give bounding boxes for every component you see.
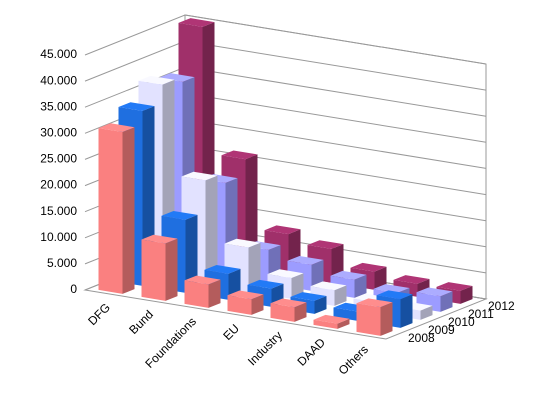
- bar-front: [270, 303, 295, 322]
- bar-side: [374, 266, 387, 290]
- y-tick-label: 35.000: [40, 99, 77, 113]
- y-tick-label: 40.000: [40, 73, 77, 87]
- legend-label: 2010: [448, 315, 475, 329]
- bar-top: [247, 279, 284, 289]
- bar-top: [267, 269, 304, 278]
- x-tick-label: DAAD: [295, 335, 329, 369]
- y-tick-label: 10.000: [40, 230, 77, 244]
- bar-side: [185, 214, 198, 293]
- bar-side: [420, 305, 433, 320]
- legend-label: 2012: [488, 299, 515, 313]
- bar-side: [460, 286, 473, 304]
- legend-label: 2008: [408, 331, 435, 345]
- bar-front: [184, 280, 209, 308]
- bar-side: [314, 296, 327, 314]
- bar-top: [356, 298, 393, 308]
- bar-top: [161, 211, 198, 220]
- bar: [313, 314, 350, 329]
- y-tick-label: 15.000: [40, 204, 77, 218]
- bar-top: [287, 256, 324, 265]
- bar-front: [141, 239, 166, 301]
- bar-top: [224, 238, 261, 248]
- bar-side: [337, 318, 350, 329]
- bar: [356, 298, 393, 336]
- bar-top: [313, 314, 350, 324]
- x-tick-label: Industry: [245, 328, 285, 368]
- bar-side: [208, 279, 221, 308]
- legend-label: 2011: [468, 307, 494, 321]
- bar-top: [158, 73, 195, 82]
- bar-side: [400, 294, 413, 328]
- bar-top: [221, 150, 258, 160]
- bar-top: [181, 171, 218, 181]
- bar-front: [227, 295, 252, 315]
- bar-top: [307, 240, 344, 249]
- bar-side: [440, 291, 453, 312]
- bar-side: [248, 242, 261, 292]
- x-tick-label: Others: [336, 342, 371, 377]
- bar: [141, 234, 178, 301]
- bar-front: [98, 128, 123, 294]
- bar: [416, 287, 453, 312]
- bar: [184, 275, 221, 308]
- bar-side: [354, 274, 367, 298]
- bar-top: [416, 287, 453, 297]
- bar-top: [350, 262, 387, 272]
- bar-top: [264, 225, 301, 235]
- x-tick-label: Bund: [126, 307, 156, 337]
- bar-top: [138, 75, 175, 85]
- bar-top: [330, 270, 367, 280]
- bar: [227, 290, 264, 315]
- bar-side: [251, 294, 264, 315]
- grid-line: [84, 14, 487, 65]
- bar-top: [184, 275, 221, 285]
- bar-top: [393, 275, 430, 284]
- bar-side: [122, 127, 135, 294]
- y-tick-label: 0: [70, 282, 77, 296]
- bar-top: [376, 290, 413, 300]
- bar-top: [141, 234, 178, 244]
- x-tick-label: EU: [220, 321, 242, 343]
- y-tick-label: 20.000: [40, 178, 77, 192]
- bar: [98, 123, 135, 294]
- bar-side: [334, 285, 347, 306]
- y-tick-label: 45.000: [40, 47, 77, 61]
- bar-side: [294, 302, 307, 322]
- x-tick-label: DFG: [85, 300, 113, 328]
- bar-top: [290, 292, 327, 301]
- bar-top: [178, 18, 215, 27]
- bar-top: [373, 284, 410, 293]
- bar-top: [118, 102, 155, 111]
- bar-top: [270, 298, 307, 308]
- bar-top: [227, 290, 264, 300]
- bar-front: [356, 303, 381, 336]
- bar-side: [205, 175, 218, 285]
- y-tick-label: 25.000: [40, 152, 77, 166]
- bar-top: [98, 123, 135, 132]
- bar-top: [436, 282, 473, 291]
- x-tick-label: Foundations: [142, 314, 199, 371]
- bar: [270, 298, 307, 322]
- bar-side: [380, 302, 393, 336]
- y-tick-label: 5.000: [47, 256, 77, 270]
- bar-side: [165, 238, 178, 301]
- bar-top: [204, 265, 241, 274]
- y-tick-label: 30.000: [40, 126, 77, 140]
- bar-side: [245, 154, 258, 269]
- bar-top: [310, 281, 347, 291]
- bar-front: [313, 319, 338, 329]
- bar-side: [291, 273, 304, 299]
- legend-label: 2009: [428, 323, 455, 337]
